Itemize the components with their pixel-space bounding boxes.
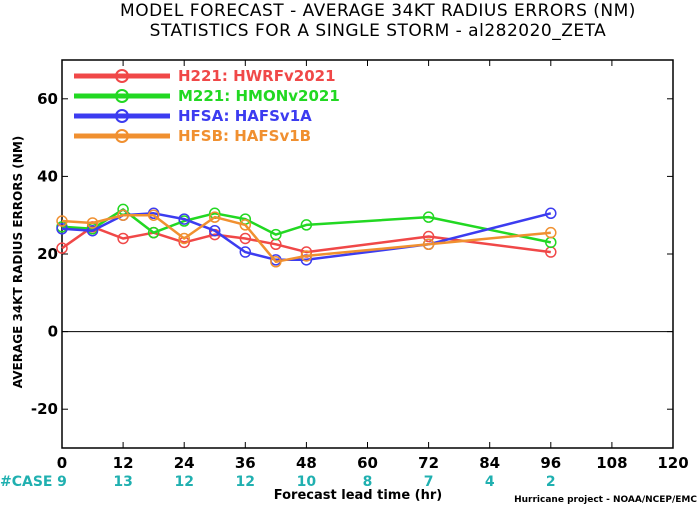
data-point: [147, 209, 160, 221]
data-point: [270, 228, 282, 241]
data-point: [422, 211, 435, 223]
x-tick-label: 48: [296, 454, 317, 472]
y-tick-label: 20: [37, 245, 58, 263]
data-point: [56, 223, 68, 235]
data-point: [56, 215, 68, 227]
case-count: 8: [363, 474, 373, 490]
data-point: [147, 226, 160, 239]
legend-marker: [115, 89, 129, 103]
chart-title: MODEL FORECAST - AVERAGE 34KT RADIUS ERR…: [120, 1, 636, 21]
x-tick-label: 0: [57, 454, 67, 472]
x-tick-label: 120: [657, 454, 688, 472]
x-tick-label: 84: [479, 454, 500, 472]
case-count: 2: [546, 474, 556, 490]
legend-marker: [115, 109, 129, 123]
data-point: [545, 207, 557, 220]
case-count: 12: [174, 474, 193, 490]
data-point: [86, 224, 99, 237]
chart-subtitle: STATISTICS FOR A SINGLE STORM - al282020…: [150, 21, 607, 41]
legend-marker: [115, 129, 129, 143]
legend-label: H221: HWRFv2021: [178, 67, 336, 85]
x-axis-label: Forecast lead time (hr): [274, 488, 442, 503]
data-point: [422, 238, 435, 251]
data-point: [300, 250, 313, 262]
data-point: [86, 217, 99, 229]
x-tick-label: 96: [540, 454, 561, 472]
data-point: [239, 246, 252, 258]
legend-item: H221: HWRFv2021: [74, 67, 336, 85]
legend-label: HFSA: HAFSv1A: [178, 107, 312, 125]
data-point: [270, 256, 282, 268]
legend-marker: [115, 69, 129, 83]
data-point: [422, 230, 435, 243]
y-tick-label: 40: [37, 167, 58, 185]
series-line: [61, 208, 552, 244]
data-point: [117, 232, 129, 245]
data-point: [239, 219, 252, 231]
data-point: [209, 211, 221, 223]
case-count: 9: [57, 474, 67, 490]
x-tick-label: 72: [418, 454, 439, 472]
case-count: 13: [113, 474, 132, 490]
y-axis-label: AVERAGE 34KT RADIUS ERRORS (NM): [11, 136, 25, 388]
legend-item: HFSB: HAFSv1B: [74, 127, 311, 145]
legend-label: HFSB: HAFSv1B: [178, 127, 311, 145]
x-tick-label: 108: [596, 454, 627, 472]
case-count: 7: [424, 474, 434, 490]
data-point: [56, 242, 68, 254]
data-point: [209, 224, 221, 237]
data-point: [178, 213, 190, 225]
case-count: 4: [485, 474, 495, 490]
series-line: [61, 225, 551, 254]
case-count: 12: [236, 474, 255, 490]
series-line: [61, 212, 552, 262]
x-tick-label: 36: [235, 454, 256, 472]
data-point: [300, 219, 313, 231]
legend-label: M221: HMONv2021: [178, 87, 340, 105]
data-point: [178, 232, 190, 245]
legend-item: HFSA: HAFSv1A: [74, 107, 312, 125]
series-line: [61, 213, 551, 264]
series-4: [56, 209, 557, 268]
data-point: [545, 226, 557, 239]
y-tick-label: 60: [37, 90, 58, 108]
y-tick-label: -20: [31, 400, 58, 418]
case-count: 10: [297, 474, 317, 490]
case-header: #CASE: [0, 474, 53, 490]
x-tick-label: 60: [357, 454, 378, 472]
legend-item: M221: HMONv2021: [74, 87, 340, 105]
data-point: [239, 232, 252, 245]
data-point: [117, 209, 129, 221]
y-tick-label: 0: [48, 323, 58, 341]
credit-text: Hurricane project - NOAA/NCEP/EMC: [514, 495, 697, 505]
series-2: [56, 203, 557, 249]
x-tick-label: 24: [174, 454, 195, 472]
x-tick-label: 12: [113, 454, 134, 472]
